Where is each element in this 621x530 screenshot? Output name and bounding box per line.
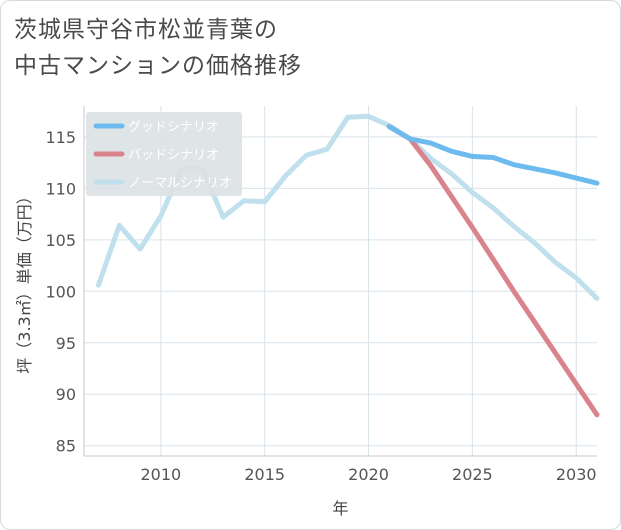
- chart-title: 茨城県守谷市松並青葉の 中古マンションの価格推移: [14, 12, 302, 84]
- y-tick-label: 90: [56, 385, 76, 404]
- legend-label-3: ノーマルシナリオ: [128, 176, 232, 191]
- y-tick-label: 85: [56, 437, 76, 456]
- title-line-2: 中古マンションの価格推移: [14, 53, 302, 79]
- y-tick-label: 95: [56, 334, 76, 353]
- x-tick-label: 2015: [244, 465, 285, 484]
- series-line-2: [386, 124, 600, 418]
- y-tick-label: 105: [45, 231, 76, 250]
- x-tick-label: 2025: [452, 465, 493, 484]
- x-tick-label: 2020: [348, 465, 389, 484]
- legend-label-1: グッドシナリオ: [128, 120, 219, 135]
- y-tick-label: 100: [45, 282, 76, 301]
- plot-frame: [83, 106, 597, 457]
- tick-labels: 85 90 95 100 105 110 115 2010 2015 2020 2025 2030: [45, 128, 596, 484]
- legend-label-2: バッドシナリオ: [128, 148, 219, 163]
- series-line-1: [386, 124, 600, 186]
- legend-box: [86, 112, 242, 196]
- x-tick-label: 2030: [556, 465, 597, 484]
- y-tick-label: 115: [45, 128, 76, 147]
- y-axis-label: 坪（3.3㎡）単価（万円）: [15, 188, 34, 373]
- x-tick-label: 2010: [140, 465, 181, 484]
- y-tick-label: 110: [45, 179, 76, 198]
- title-line-1: 茨城県守谷市松並青葉の: [14, 17, 278, 43]
- x-axis-label: 年: [332, 499, 348, 518]
